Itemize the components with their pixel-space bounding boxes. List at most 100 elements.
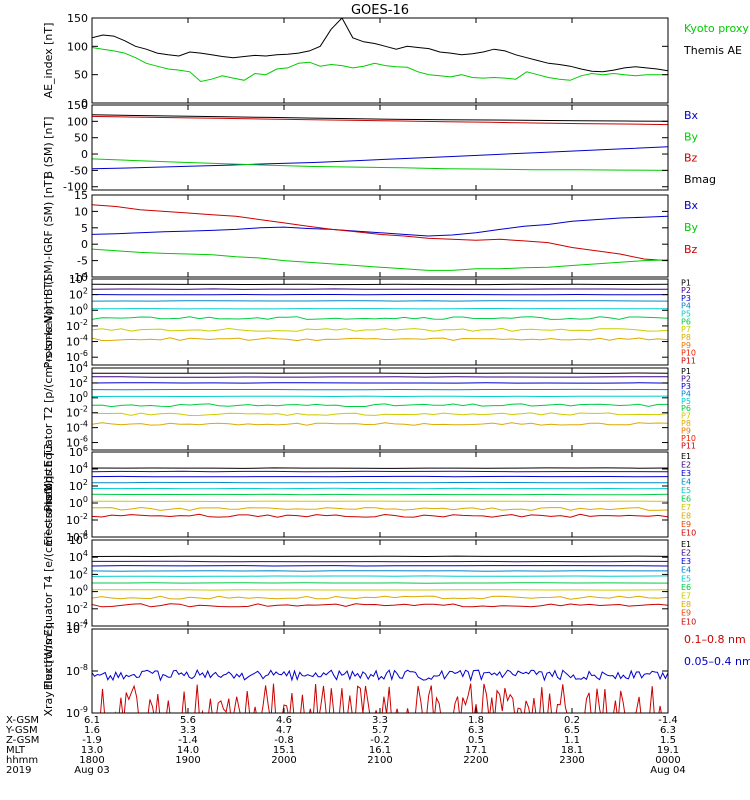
series-line-E2 xyxy=(92,470,668,473)
ephem-cell: 1.5 xyxy=(660,735,676,746)
y-tick-label: 10-6 xyxy=(66,349,88,364)
series-line-E6 xyxy=(92,493,668,496)
legend-entry-P3: P3 xyxy=(681,294,691,303)
y-tick-label: 150 xyxy=(67,12,88,25)
legend-entry-E1: E1 xyxy=(681,540,691,549)
panel-series xyxy=(92,669,668,713)
y-tick-label: 104 xyxy=(69,549,88,564)
panel-electrons_t4: 106 104 102 100 10-2 10-4 Electrons Equator T4… xyxy=(42,476,696,691)
legend-entry-E7: E7 xyxy=(681,591,691,600)
ephem-cell: 2200 xyxy=(463,755,488,766)
y-tick-label: 10-2 xyxy=(66,512,88,527)
ephem-cell: 3.3 xyxy=(180,725,196,736)
ephem-cell: Aug 03 xyxy=(74,765,109,776)
panel-frame xyxy=(91,278,669,366)
y-tick-label: 150 xyxy=(67,99,88,112)
ephem-cell: 2100 xyxy=(367,755,392,766)
legend-entry-Bx: Bx xyxy=(684,199,699,212)
series-line-E9 xyxy=(92,513,668,518)
legend-entry-E8: E8 xyxy=(681,511,691,520)
legend-entry-P7: P7 xyxy=(681,325,691,334)
panel-series xyxy=(92,372,668,426)
y-tick-label: 10-2 xyxy=(66,405,88,420)
y-tick-label: 100 xyxy=(69,495,88,510)
y-tick-label: 100 xyxy=(69,302,88,317)
legend-entry-P2: P2 xyxy=(681,286,691,295)
legend-entry-0.05–0.4 nm: 0.05–0.4 nm xyxy=(684,655,750,668)
legend-entry-P6: P6 xyxy=(681,317,691,326)
series-line-By xyxy=(92,158,668,171)
y-tick-label: 106 xyxy=(69,532,88,547)
series-line-Kyoto proxy AE xyxy=(92,47,668,83)
legend-entry-P5: P5 xyxy=(681,397,691,406)
y-tick-label: 106 xyxy=(69,444,88,459)
series-line-E4 xyxy=(92,570,668,572)
series-line-0.1–0.8 nm xyxy=(92,669,668,682)
series-line-E2 xyxy=(92,560,668,563)
figure-title: GOES-16 xyxy=(351,3,409,18)
legend-entry-P9: P9 xyxy=(681,427,691,436)
y-axis-label: Protons Equator T2 [p/(cm²-s-sr-keV)] xyxy=(42,306,55,511)
panel-frame xyxy=(91,367,669,451)
legend-entry-Bz: Bz xyxy=(684,243,698,256)
panel-frame xyxy=(91,17,669,104)
legend-entry-E9: E9 xyxy=(681,520,691,529)
legend-entry-E6: E6 xyxy=(681,583,691,592)
legend-entry-E8: E8 xyxy=(681,600,691,609)
legend-entry-By: By xyxy=(684,130,699,143)
ephem-cell: 0.5 xyxy=(468,735,484,746)
legend-entry-E2: E2 xyxy=(681,460,691,469)
y-axis-label: B (SM) [nT] xyxy=(42,117,55,179)
legend-entry-By: By xyxy=(684,221,699,234)
panel-ae: 0 50 100 150 AE_index [nT] Kyoto proxy AE Them… xyxy=(42,12,750,110)
legend-entry-P6: P6 xyxy=(681,404,691,413)
series-line-P8 xyxy=(92,422,668,426)
y-tick-label: -50 xyxy=(70,164,88,177)
y-tick-label: 100 xyxy=(69,584,88,599)
series-line-P7 xyxy=(92,327,668,332)
panel-legend: Bx By Bz xyxy=(684,199,699,256)
ephem-row-label: hhmm xyxy=(6,755,38,766)
legend-entry-P5: P5 xyxy=(681,310,691,319)
series-line-Bx xyxy=(92,215,668,237)
y-axis-label: Electrons Equator T4 [e/(cm²-s-sr-keV)] xyxy=(42,476,55,691)
legend-entry-P8: P8 xyxy=(681,333,691,342)
ephem-cell: 5.6 xyxy=(180,715,196,726)
ephem-cell: -0.2 xyxy=(370,735,390,746)
y-tick-label: 5 xyxy=(81,222,88,235)
panel-legend: Kyoto proxy AE Themis AE xyxy=(683,22,750,57)
y-tick-label: 50 xyxy=(74,69,88,82)
series-line-E5 xyxy=(92,575,668,577)
y-tick-label: 100 xyxy=(69,390,88,405)
legend-entry-E9: E9 xyxy=(681,609,691,618)
legend-entry-P10: P10 xyxy=(681,434,696,443)
legend-entry-Bz: Bz xyxy=(684,152,698,165)
y-tick-label: 10-8 xyxy=(66,663,88,678)
legend-entry-P3: P3 xyxy=(681,382,691,391)
series-line-Bz xyxy=(92,204,668,262)
panel-legend: Bx By Bz Bmag xyxy=(684,109,716,186)
series-line-P2 xyxy=(92,288,668,290)
ephem-cell: 1.6 xyxy=(84,725,100,736)
ephem-cell: 4.6 xyxy=(276,715,292,726)
series-line-P8 xyxy=(92,337,668,342)
ephem-cell: 1900 xyxy=(175,755,200,766)
y-tick-label: 50 xyxy=(74,132,88,145)
ephem-cell: 17.1 xyxy=(465,745,487,756)
legend-entry-P2: P2 xyxy=(681,374,691,383)
ephem-cell: -1.4 xyxy=(658,715,678,726)
legend-entry-Bmag: Bmag xyxy=(684,173,716,186)
series-line-Bmag xyxy=(92,114,668,122)
panel-series xyxy=(92,555,668,608)
y-tick-label: 100 xyxy=(67,40,88,53)
legend-entry-Themis AE: Themis AE xyxy=(683,44,742,57)
legend-entry-P1: P1 xyxy=(681,367,691,376)
series-line-By xyxy=(92,248,668,271)
y-tick-label: 10-2 xyxy=(66,318,88,333)
panel-series xyxy=(92,18,668,83)
ephem-cell: -1.9 xyxy=(82,735,102,746)
